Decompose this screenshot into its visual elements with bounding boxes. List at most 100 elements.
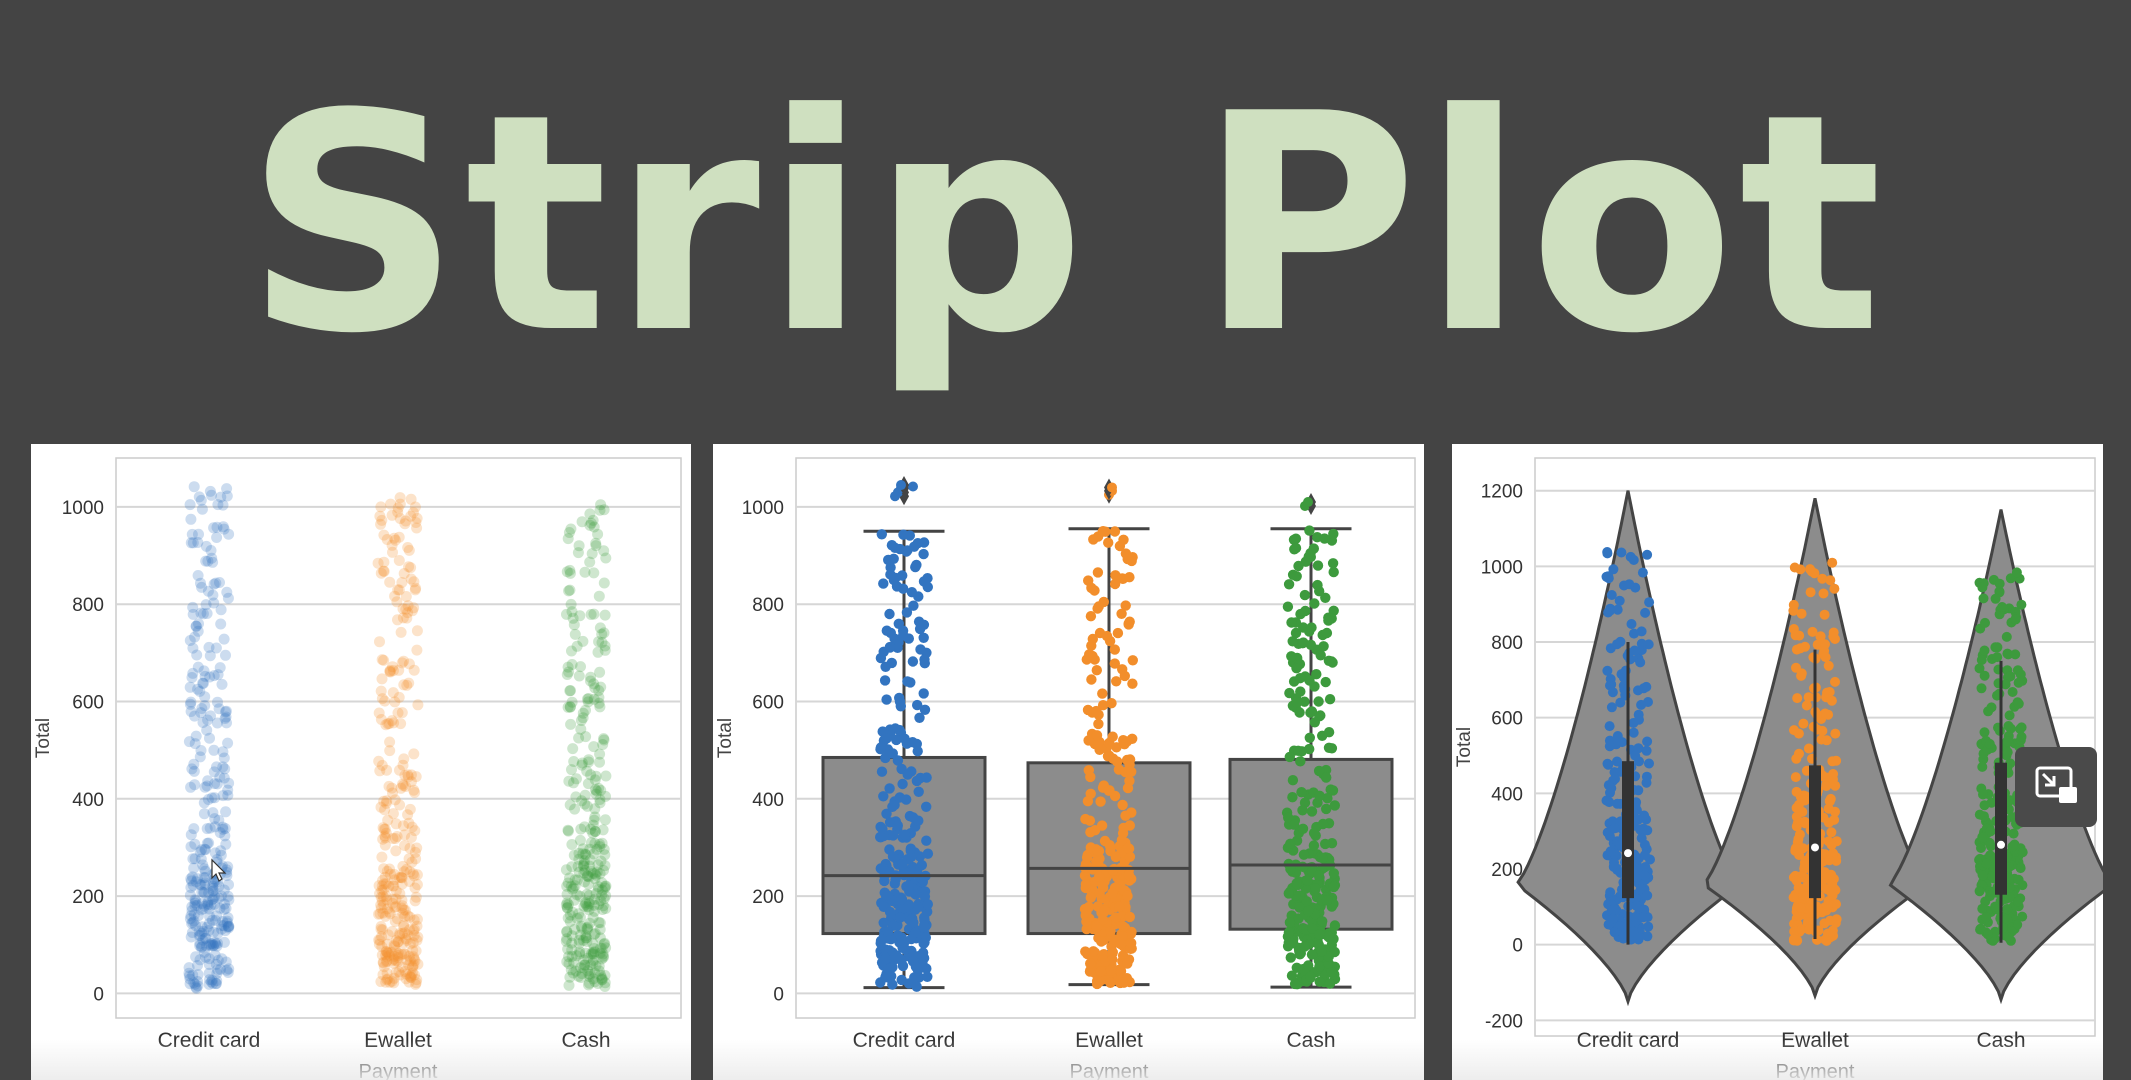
strip-point: [184, 913, 196, 925]
strip-point: [1977, 582, 1988, 593]
strip-point: [1831, 914, 1842, 925]
strip-point: [384, 576, 396, 588]
strip-point: [1284, 687, 1295, 699]
strip-point: [217, 823, 229, 835]
strip-point: [1636, 638, 1647, 649]
strip-point: [192, 980, 204, 992]
strip-point: [388, 972, 400, 984]
strip-point: [212, 669, 224, 681]
strip-point: [186, 672, 198, 683]
strip-point: [189, 838, 201, 850]
strip-point: [387, 661, 398, 673]
strip-point: [583, 871, 595, 883]
strip-point: [1616, 547, 1627, 558]
strip-point: [2010, 649, 2021, 660]
strip-point: [1287, 636, 1298, 647]
strip-point: [408, 953, 420, 965]
strip-point: [398, 866, 410, 878]
strip-point: [571, 640, 583, 652]
strip-point: [1085, 958, 1096, 969]
strip-point: [1085, 611, 1097, 622]
strip-point: [878, 791, 889, 802]
strip-point: [392, 502, 404, 514]
strip-point: [390, 955, 402, 967]
strip-point: [596, 877, 608, 889]
strip-point: [918, 632, 929, 643]
strip-point: [903, 880, 915, 891]
strip-point: [391, 913, 403, 925]
strip-point: [573, 732, 585, 744]
strip-point: [373, 755, 385, 767]
strip-point: [590, 869, 602, 881]
strip-point: [380, 945, 392, 957]
strip-point: [406, 821, 418, 833]
strip-point: [218, 903, 230, 915]
strip-point: [580, 947, 591, 959]
strip-point: [588, 741, 600, 753]
strip-point: [376, 880, 388, 892]
strip-point: [579, 848, 591, 860]
strip-point: [384, 908, 396, 920]
strip-point: [922, 899, 933, 910]
strip-point: [1642, 736, 1653, 747]
strip-point: [1127, 678, 1138, 689]
strip-point: [886, 540, 898, 551]
strip-point: [1107, 954, 1118, 965]
picture-in-picture-button[interactable]: [2015, 747, 2097, 827]
strip-point: [404, 842, 416, 854]
strip-point: [412, 958, 424, 970]
strip-point: [189, 897, 201, 909]
strip-point: [1791, 802, 1802, 813]
strip-point: [1285, 952, 1296, 963]
y-tick-label: -200: [1485, 1011, 1523, 1032]
strip-point: [579, 789, 591, 801]
strip-point: [1818, 588, 1829, 599]
strip-point: [1992, 652, 2003, 663]
strip-point: [1297, 861, 1308, 872]
strip-point: [582, 952, 594, 964]
strip-point: [207, 893, 219, 905]
strip-point: [562, 701, 574, 713]
strip-point: [1305, 971, 1316, 982]
strip-point: [1092, 739, 1104, 750]
strip-point: [578, 900, 590, 912]
strip-point: [395, 871, 407, 883]
strip-point: [2015, 863, 2026, 874]
strip-point: [900, 944, 911, 955]
strip-point: [577, 935, 589, 946]
violin-iqr: [1995, 762, 2007, 895]
strip-point: [375, 714, 387, 725]
strip-point: [187, 642, 199, 654]
strip-point: [374, 934, 386, 946]
strip-point: [582, 693, 593, 705]
strip-point: [1081, 906, 1092, 918]
box-plot-panel: 0 200 400 600 800 1000 Total Credit card Ewallet…: [713, 444, 1424, 1080]
strip-point: [1313, 765, 1325, 777]
strip-point: [208, 744, 220, 756]
strip-point: [210, 978, 222, 989]
strip-point: [1328, 566, 1339, 578]
strip-point: [588, 899, 600, 911]
strip-point: [1317, 852, 1328, 864]
strip-point: [193, 528, 204, 540]
strip-point: [207, 807, 219, 819]
strip-point: [201, 921, 213, 933]
strip-point: [2007, 687, 2018, 697]
strip-point: [1083, 735, 1094, 746]
strip-point: [382, 718, 394, 730]
strip-point: [390, 944, 402, 956]
strip-point: [185, 537, 197, 549]
strip-point: [393, 691, 405, 703]
strip-point: [384, 736, 396, 748]
strip-point: [396, 902, 408, 914]
strip-point: [412, 699, 424, 711]
strip-point: [1304, 732, 1315, 743]
strip-point: [1086, 674, 1097, 685]
strip-point: [2017, 847, 2028, 858]
strip-point: [185, 931, 197, 943]
strip-point: [600, 552, 612, 564]
strip-point: [198, 863, 210, 875]
strip-point: [1979, 727, 1990, 738]
strip-point: [1990, 901, 2001, 912]
strip-point: [192, 625, 204, 637]
